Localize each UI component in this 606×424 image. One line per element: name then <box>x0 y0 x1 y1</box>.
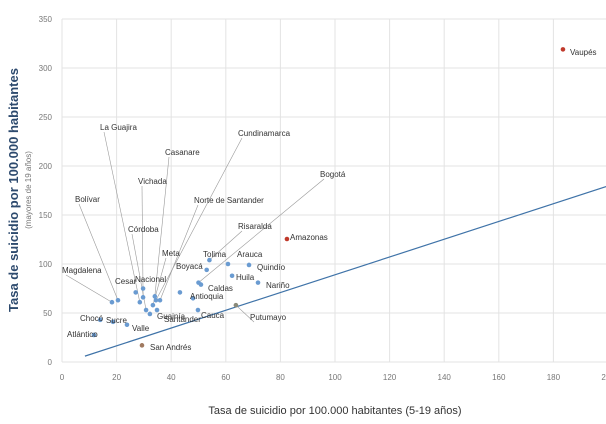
point <box>91 332 97 338</box>
point-label: Bolívar <box>75 195 100 204</box>
point-label: Norte de Santander <box>194 196 264 205</box>
trend-line <box>84 186 606 357</box>
point-label: Cesar <box>115 277 137 286</box>
x-tick-label: 80 <box>276 373 285 382</box>
x-tick-label: 140 <box>438 373 452 382</box>
point <box>150 302 156 308</box>
x-axis-title: Tasa de suicidio por 100.000 habitantes … <box>208 405 461 417</box>
point <box>207 257 212 263</box>
leader-line <box>78 203 119 301</box>
point-label: Atlántico <box>67 330 98 339</box>
y-tick-label: 300 <box>39 64 53 73</box>
y-tick-label: 150 <box>39 211 53 220</box>
leader-line <box>198 178 325 283</box>
point <box>246 262 252 268</box>
point <box>233 302 239 308</box>
x-tick-label: 20 <box>112 373 121 382</box>
point <box>140 295 146 300</box>
point-label: Vichada <box>138 177 167 186</box>
leader-line <box>155 137 243 301</box>
point-label: Magdalena <box>62 266 102 275</box>
point-label: Quindío <box>257 263 286 272</box>
point-label: Casanare <box>165 148 200 157</box>
point-label: Arauca <box>237 250 263 259</box>
point-label: Putumayo <box>250 313 287 322</box>
leader-line <box>209 230 243 261</box>
y-tick-label: 250 <box>39 113 53 122</box>
y-axis-subtitle: (mayores de 19 años) <box>24 151 33 229</box>
point <box>147 311 153 317</box>
point <box>139 343 145 348</box>
point <box>133 290 139 295</box>
point-label: Valle <box>132 324 150 333</box>
point <box>225 261 231 267</box>
x-tick-label: 100 <box>328 373 342 382</box>
point-label: Vaupés <box>570 48 597 57</box>
leader-line <box>235 304 255 323</box>
x-tick-label: 200 <box>601 373 606 382</box>
x-tick-label: 0 <box>60 373 65 382</box>
point <box>284 236 290 242</box>
leader-line <box>103 131 141 303</box>
point-label: La Guajira <box>100 123 137 132</box>
point <box>110 319 116 325</box>
x-tick-label: 60 <box>221 373 230 382</box>
point-label: Caldas <box>208 284 233 293</box>
point-label: Boyacá <box>176 262 203 271</box>
point-label: Santander <box>164 315 201 324</box>
point-label: Córdoba <box>128 225 159 234</box>
point-label: Amazonas <box>290 233 328 242</box>
point <box>153 297 159 303</box>
point-label: Nacional <box>135 275 166 284</box>
leader-line <box>141 185 144 298</box>
y-tick-label: 350 <box>39 15 53 24</box>
point <box>255 280 261 285</box>
y-tick-label: 50 <box>43 309 52 318</box>
point <box>229 273 235 279</box>
point-label: Cauca <box>201 311 225 320</box>
point <box>157 297 163 303</box>
point <box>152 294 158 299</box>
x-tick-label: 40 <box>167 373 176 382</box>
point <box>124 322 130 328</box>
leader-line <box>154 156 170 297</box>
point-label: Chocó <box>80 314 104 323</box>
point <box>204 267 209 273</box>
y-tick-label: 200 <box>39 162 53 171</box>
point-label: Tolima <box>203 250 227 259</box>
leader-line <box>159 204 199 301</box>
point-label: Risaralda <box>238 222 272 231</box>
point-label: Antioquia <box>190 292 224 301</box>
point-label: Cundinamarca <box>238 129 291 138</box>
point-label: Meta <box>162 249 180 258</box>
point-label: Bogotá <box>320 170 346 179</box>
x-tick-label: 160 <box>492 373 506 382</box>
y-tick-label: 100 <box>39 260 53 269</box>
point-label: Huila <box>236 273 255 282</box>
point-label: Guainía <box>157 312 186 321</box>
x-tick-label: 180 <box>547 373 561 382</box>
point <box>140 286 146 291</box>
point <box>177 290 183 295</box>
y-axis-title: Tasa de suicidio por 100.000 habitantes <box>6 68 21 312</box>
point <box>190 296 196 301</box>
point-label: Sucre <box>106 316 127 325</box>
y-tick-label: 0 <box>48 358 53 367</box>
x-tick-label: 120 <box>383 373 397 382</box>
point <box>143 307 149 313</box>
point <box>137 299 143 305</box>
leader-line <box>65 274 113 303</box>
point-label: Nariño <box>266 281 290 290</box>
point <box>560 47 566 52</box>
point <box>196 280 201 285</box>
point <box>109 299 115 305</box>
point <box>154 307 160 313</box>
point <box>115 297 121 303</box>
point <box>195 307 201 313</box>
point <box>97 317 103 323</box>
point-label: San Andrés <box>150 343 191 352</box>
